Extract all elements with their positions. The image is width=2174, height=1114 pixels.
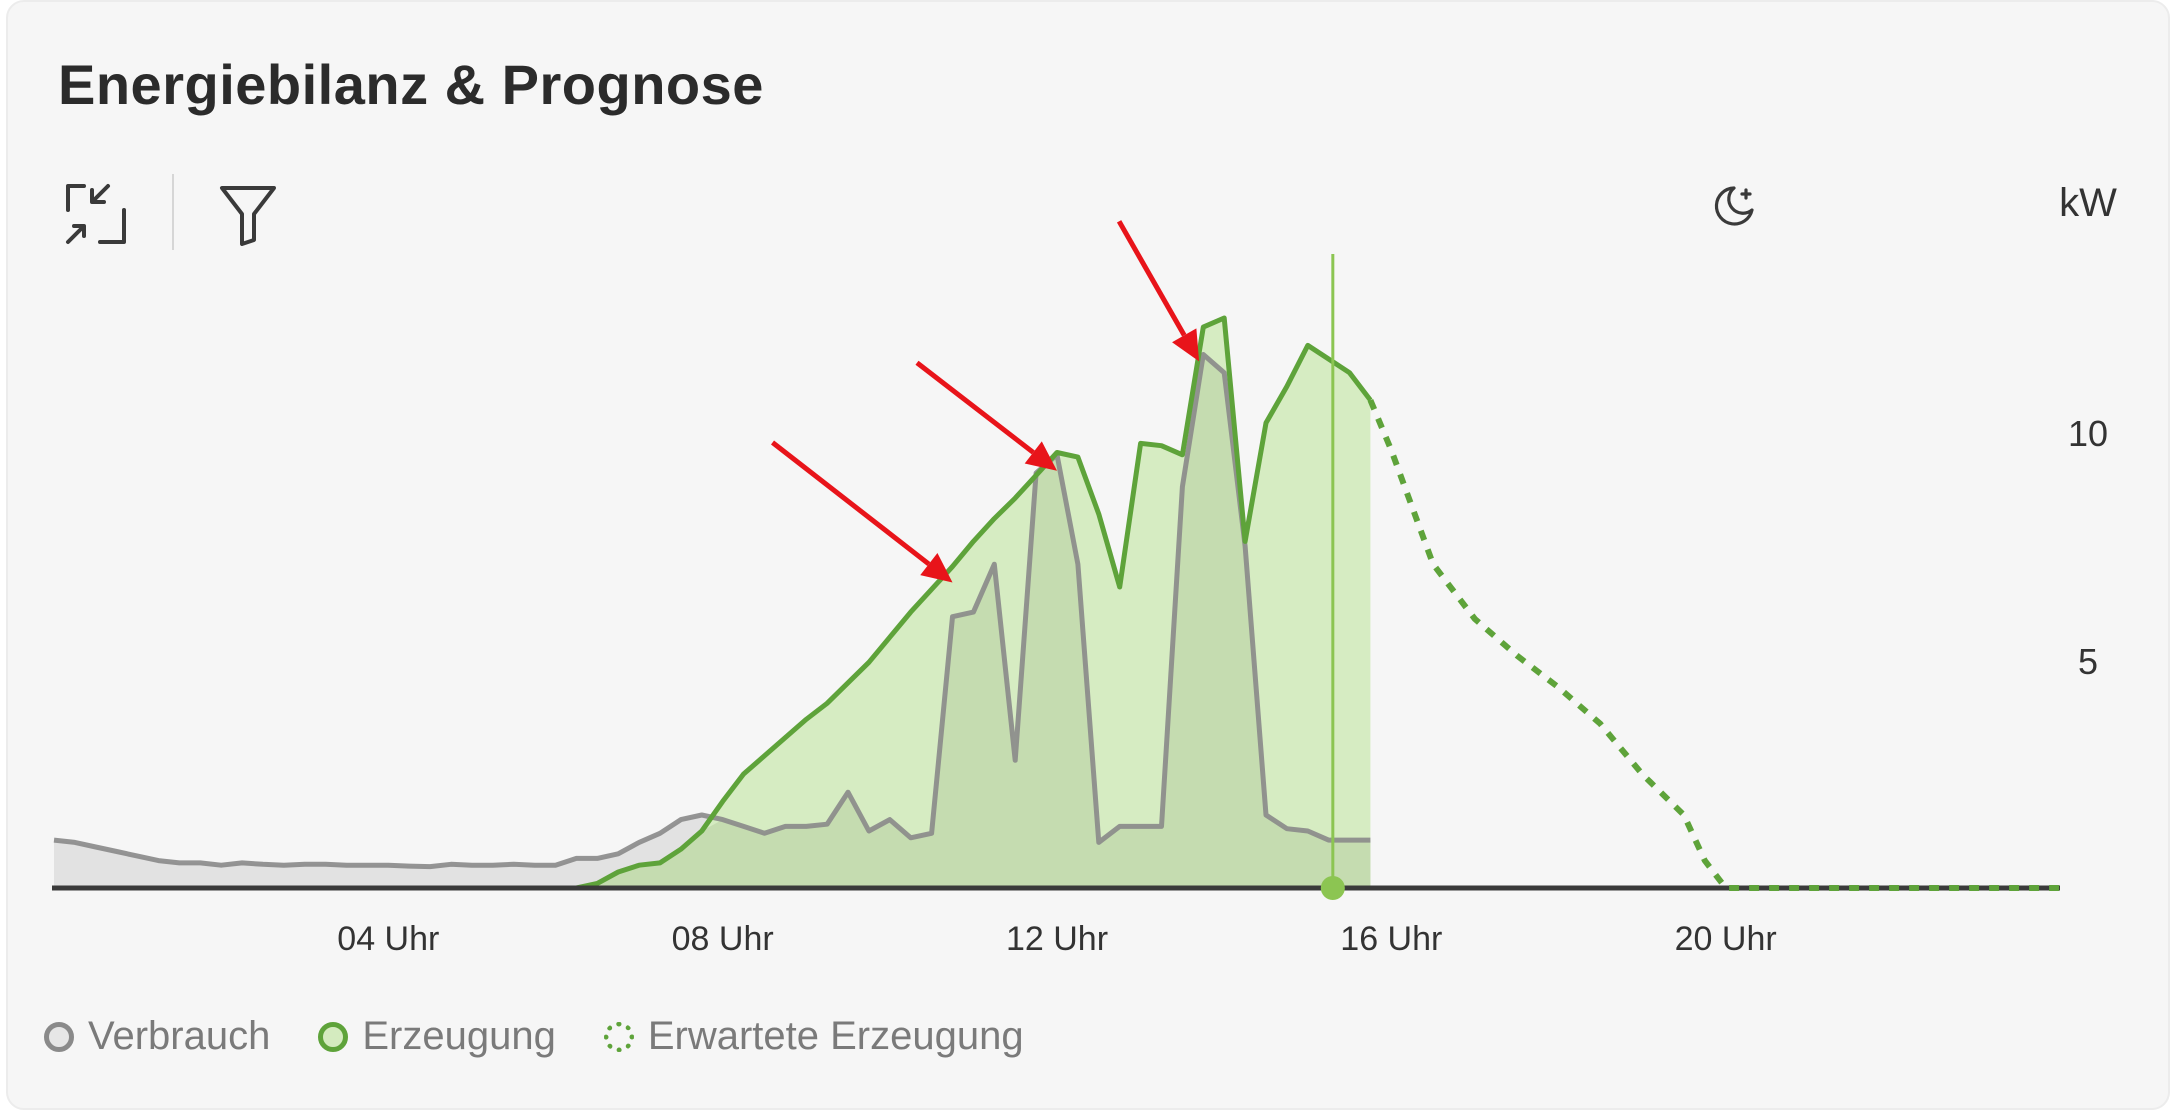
erzeugung-legend-dot bbox=[318, 1021, 349, 1052]
overlap-area bbox=[54, 354, 1371, 888]
filter-icon bbox=[218, 182, 278, 246]
y-tick-label: 5 bbox=[2078, 641, 2098, 682]
chart-legend: Verbrauch Erzeugung Erwartete Erzeugung bbox=[44, 1014, 1072, 1059]
legend-label-verbrauch: Verbrauch bbox=[88, 1014, 271, 1058]
y-axis-unit-label: kW bbox=[2059, 181, 2117, 225]
erwartete-erzeugung-legend-dot bbox=[603, 1021, 634, 1052]
legend-label-erwartete-erzeugung: Erwartete Erzeugung bbox=[647, 1014, 1024, 1058]
x-tick-label: 04 Uhr bbox=[337, 920, 439, 958]
filter-button[interactable] bbox=[212, 178, 284, 250]
x-tick-label: 16 Uhr bbox=[1340, 920, 1442, 958]
annotation-arrow bbox=[770, 440, 953, 583]
erwartete-erzeugung-line bbox=[1367, 398, 2060, 891]
moon-stars-icon bbox=[1710, 182, 1758, 230]
annotation-arrow-shaft bbox=[1116, 220, 1187, 337]
legend-item-verbrauch[interactable]: Verbrauch bbox=[44, 1014, 270, 1059]
annotation-arrow bbox=[1116, 220, 1200, 362]
x-tick-label: 12 Uhr bbox=[1006, 920, 1108, 958]
now-marker-dot bbox=[1320, 876, 1345, 900]
legend-label-erzeugung: Erzeugung bbox=[362, 1014, 556, 1058]
verbrauch-legend-dot bbox=[44, 1021, 74, 1052]
legend-item-erwartete-erzeugung[interactable]: Erwartete Erzeugung bbox=[603, 1014, 1024, 1059]
collapse-button[interactable] bbox=[60, 178, 132, 250]
card-title: Energiebilanz & Prognose bbox=[58, 53, 764, 116]
legend-item-erzeugung[interactable]: Erzeugung bbox=[318, 1014, 556, 1059]
x-tick-label: 20 Uhr bbox=[1675, 920, 1777, 958]
collapse-arrows-icon bbox=[64, 182, 128, 246]
y-tick-label: 10 bbox=[2068, 413, 2108, 454]
x-tick-label: 08 Uhr bbox=[672, 920, 774, 958]
night-mode-button[interactable] bbox=[1708, 180, 1760, 232]
annotation-arrow bbox=[915, 360, 1057, 471]
toolbar-divider bbox=[172, 174, 174, 250]
annotation-arrow-shaft bbox=[770, 440, 931, 567]
annotation-arrow-head bbox=[1024, 441, 1057, 471]
annotation-arrow-head bbox=[1172, 328, 1200, 362]
erzeugung-line bbox=[54, 315, 1373, 891]
annotation-arrow-head bbox=[920, 553, 953, 583]
annotation-arrow-shaft bbox=[915, 360, 1035, 455]
